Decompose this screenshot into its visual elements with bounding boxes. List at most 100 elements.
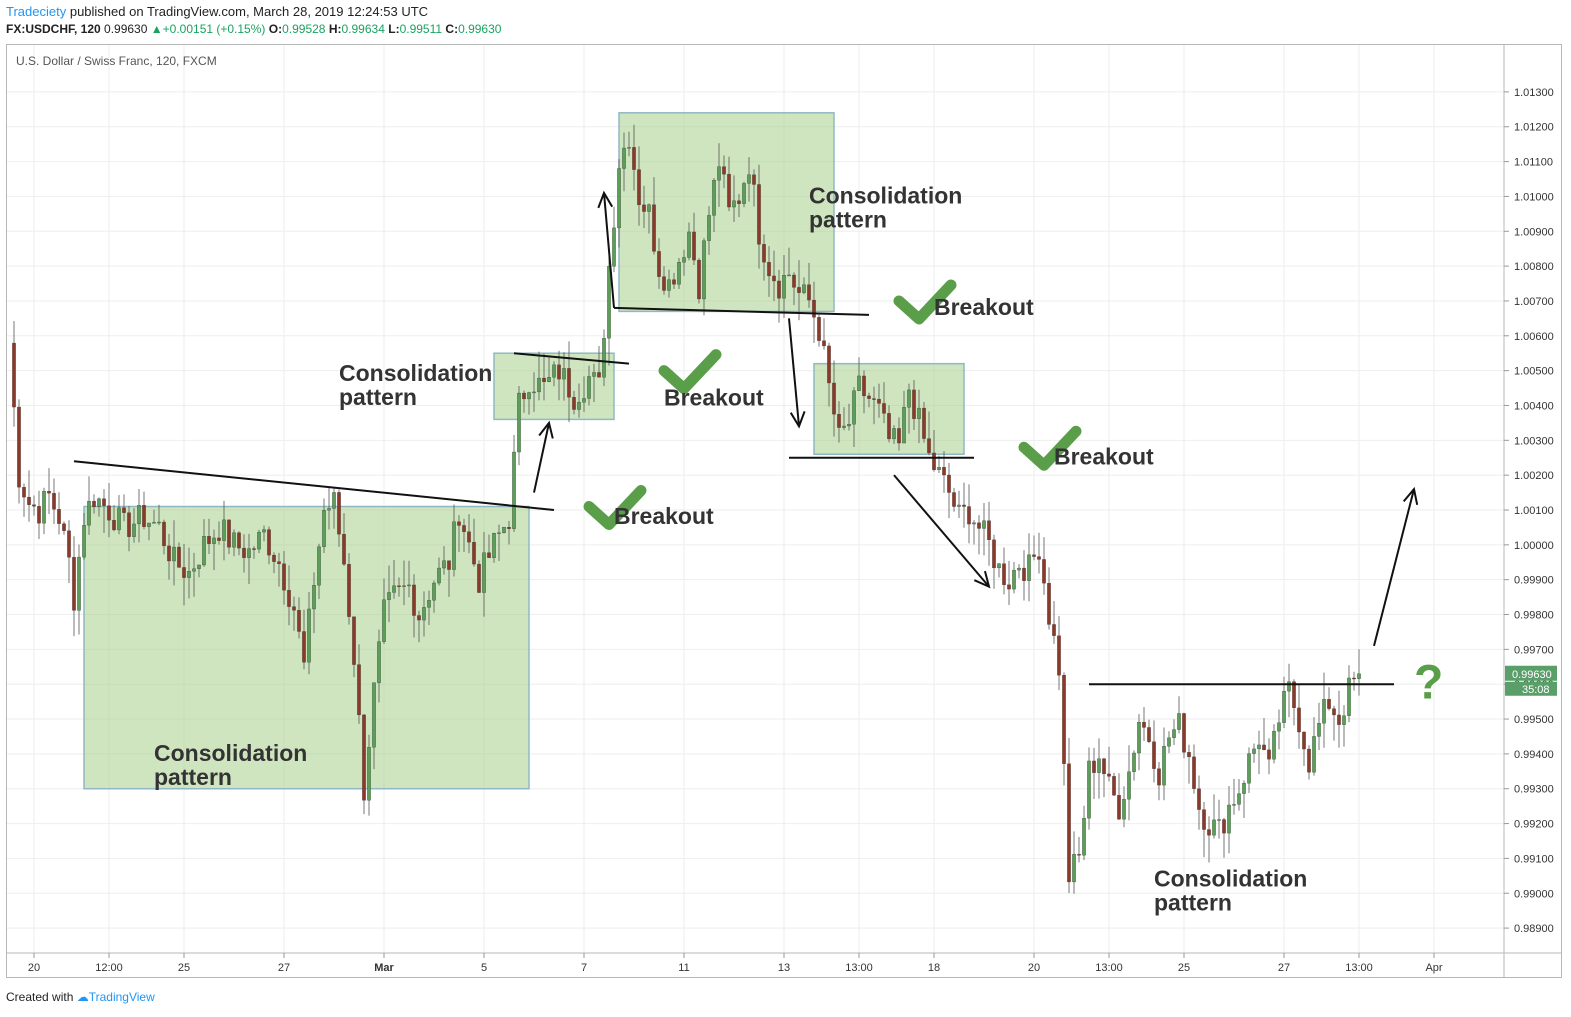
x-tick-label: 18 — [928, 962, 940, 974]
change-value: +0.00151 (+0.15%) — [163, 22, 266, 36]
candle-up — [1342, 716, 1345, 725]
candle-down — [827, 346, 830, 383]
candle-down — [977, 523, 980, 529]
candle-down — [217, 538, 220, 541]
candle-up — [617, 168, 620, 227]
candle-down — [837, 414, 840, 427]
candle-down — [1182, 713, 1185, 752]
candle-down — [362, 715, 365, 800]
candle-down — [652, 205, 655, 252]
candle-up — [147, 523, 150, 527]
candle-up — [1357, 674, 1360, 679]
candle-up — [1012, 570, 1015, 589]
candle-down — [927, 439, 930, 453]
candle-up — [1287, 682, 1290, 691]
y-tick-label: 0.99300 — [1514, 784, 1554, 796]
candle-up — [667, 280, 670, 291]
candle-down — [657, 251, 660, 276]
candle-down — [177, 547, 180, 567]
chart-frame: Consolidation pattern Consolidation pattern… — [6, 44, 1562, 978]
candle-up — [1242, 783, 1245, 793]
y-tick-label: 0.99200 — [1514, 819, 1554, 831]
candle-down — [637, 170, 640, 205]
candle-down — [112, 520, 115, 530]
candle-up — [157, 522, 160, 523]
candle-down — [672, 280, 675, 285]
candle-down — [1327, 699, 1330, 708]
created-with-text: Created with — [6, 990, 73, 1004]
breakout-label: Breakout — [664, 384, 764, 410]
candle-down — [1077, 854, 1080, 855]
candle-up — [247, 549, 250, 558]
candle-down — [167, 546, 170, 561]
candle-down — [1202, 810, 1205, 830]
tradingview-link[interactable]: TradingView — [89, 990, 155, 1004]
y-axis-labels: 1.013001.012001.011001.010001.009001.008… — [1504, 87, 1554, 935]
candle-down — [792, 275, 795, 287]
y-tick-label: 1.01000 — [1514, 191, 1554, 203]
candle-down — [237, 533, 240, 548]
candle-up — [707, 215, 710, 240]
x-tick-label: 25 — [1178, 962, 1190, 974]
candle-up — [1087, 761, 1090, 818]
candle-up — [907, 390, 910, 407]
candle-down — [17, 407, 20, 487]
candle-down — [887, 413, 890, 439]
candle-down — [1047, 583, 1050, 624]
y-tick-label: 0.99100 — [1514, 853, 1554, 865]
candle-down — [272, 555, 275, 562]
candle-down — [1297, 708, 1300, 732]
up-triangle-icon: ▲ — [151, 22, 163, 36]
candle-up — [587, 376, 590, 398]
candle-up — [137, 505, 140, 524]
candle-up — [387, 592, 390, 599]
candle-up — [1237, 794, 1240, 805]
candle-down — [762, 244, 765, 262]
candle-down — [897, 428, 900, 443]
candle-down — [462, 525, 465, 531]
candle-down — [1292, 682, 1295, 708]
candle-down — [67, 531, 70, 558]
candle-up — [552, 365, 555, 377]
candle-down — [632, 147, 635, 169]
x-tick-label: 11 — [678, 962, 689, 974]
candle-down — [507, 527, 510, 528]
candle-up — [787, 275, 790, 276]
candle-down — [952, 493, 955, 507]
author-link[interactable]: Tradeciety — [6, 4, 66, 19]
low-value: 0.99511 — [400, 22, 443, 36]
candle-down — [1007, 585, 1010, 589]
candle-down — [57, 509, 60, 523]
candle-down — [777, 281, 780, 298]
candle-up — [1167, 738, 1170, 746]
candle-up — [1232, 804, 1235, 805]
candle-up — [997, 564, 1000, 568]
candle-down — [47, 491, 50, 493]
candle-up — [77, 557, 80, 610]
candle-up — [847, 424, 850, 426]
candle-up — [407, 585, 410, 586]
candle-up — [372, 683, 375, 747]
x-tick-label: 13:00 — [1345, 962, 1373, 974]
y-tick-label: 1.00100 — [1514, 505, 1554, 517]
consolidation-box — [619, 113, 834, 312]
candle-up — [702, 241, 705, 299]
candle-up — [562, 368, 565, 379]
x-tick-label: 7 — [581, 962, 587, 974]
candle-up — [1172, 730, 1175, 738]
candle-up — [547, 377, 550, 382]
candle-down — [37, 506, 40, 523]
candle-up — [1212, 820, 1215, 835]
open-label: O: — [269, 22, 282, 36]
candle-down — [467, 532, 470, 542]
candle-down — [942, 467, 945, 475]
y-tick-label: 1.00000 — [1514, 540, 1554, 552]
candle-down — [1002, 564, 1005, 585]
candle-down — [832, 383, 835, 414]
x-tick-label: 13 — [778, 962, 790, 974]
candle-down — [882, 403, 885, 413]
candle-up — [717, 167, 720, 181]
candle-up — [1282, 691, 1285, 723]
candle-down — [572, 397, 575, 409]
